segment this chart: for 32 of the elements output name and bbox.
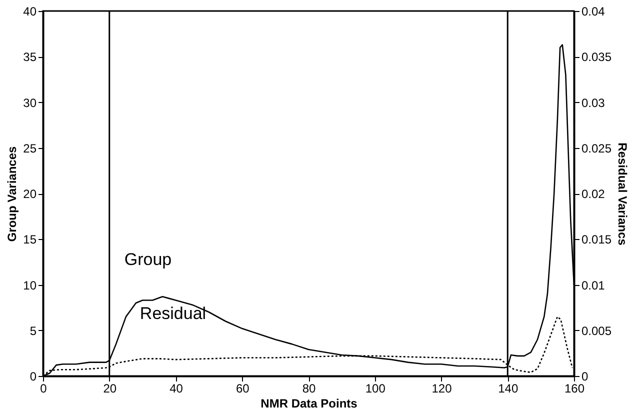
y-tick-label: 35	[23, 50, 37, 64]
y-tick-label: 5	[30, 324, 37, 338]
x-tick-label: 80	[302, 382, 316, 396]
y2-axis-title: Residual Variancs	[616, 142, 630, 246]
y-tick-label: 40	[23, 4, 37, 18]
y2-tick-label: 0.04	[582, 4, 606, 18]
y-tick-label: 10	[23, 278, 37, 292]
x-tick-label: 60	[236, 382, 250, 396]
y-tick-label: 20	[23, 187, 37, 201]
x-tick-label: 160	[564, 382, 585, 396]
y2-tick-label: 0.03	[582, 96, 606, 110]
x-tick-label: 140	[498, 382, 518, 396]
y2-tick-label: 0.02	[582, 187, 606, 201]
x-tick-label: 100	[365, 382, 386, 396]
y-tick-label: 15	[23, 232, 37, 247]
y2-tick-label: 0.01	[582, 278, 606, 292]
x-tick-label: 0	[40, 382, 48, 396]
y-tick-label: 30	[23, 96, 37, 110]
y2-tick-label: 0	[582, 370, 588, 384]
y2-tick-label: 0.035	[582, 50, 612, 64]
y-axis-title: Group Variances	[5, 146, 20, 242]
annotation: Group	[124, 250, 172, 269]
y2-tick-label: 0.025	[582, 141, 612, 156]
annotation: Residual	[140, 304, 206, 323]
y-tick-label: 25	[23, 141, 37, 156]
x-tick-label: 120	[432, 382, 452, 396]
y2-tick-label: 0.005	[582, 324, 612, 338]
y2-tick-label: 0.015	[582, 232, 612, 247]
x-tick-label: 20	[103, 382, 117, 396]
y-tick-label: 0	[30, 370, 37, 384]
x-tick-label: 40	[170, 382, 184, 396]
x-axis-title: NMR Data Points	[260, 396, 358, 410]
